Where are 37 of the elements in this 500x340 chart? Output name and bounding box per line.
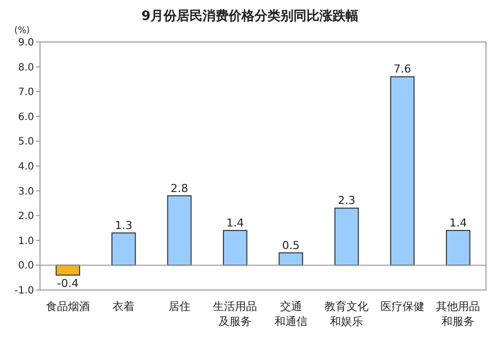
- y-tick-label: 3.0: [18, 186, 34, 198]
- y-tick-label: 4.0: [18, 162, 34, 172]
- x-tick-label: 交通和通信: [274, 300, 308, 328]
- data-label: 1.4: [226, 216, 244, 230]
- bar: [222, 230, 248, 266]
- y-tick-label: -1.0: [14, 286, 34, 296]
- data-label: 2.8: [170, 182, 188, 195]
- bar: [56, 264, 80, 276]
- bar: [446, 230, 470, 266]
- y-tick-label: 6.0: [18, 112, 34, 123]
- y-tick-label: 2.0: [18, 211, 34, 222]
- y-tick-label: 9.0: [18, 38, 34, 48]
- chart-title: 9月份居民消费价格分类别同比涨跌幅: [141, 9, 359, 24]
- y-axis-title: (%): [14, 26, 30, 36]
- x-tick-label: 食品烟酒: [46, 300, 90, 313]
- y-tick-label: 5.0: [18, 136, 34, 148]
- y-tick-label: 8.0: [18, 62, 34, 74]
- x-tick-label: 医疗保健: [380, 300, 424, 313]
- x-tick-label: 居住: [168, 300, 190, 313]
- x-tick-label: 生活用品及服务: [213, 300, 258, 328]
- data-label: 1.4: [449, 216, 467, 230]
- bar: [334, 208, 359, 266]
- y-tick-label: 0.0: [18, 260, 34, 272]
- data-label: 2.3: [338, 194, 356, 208]
- data-label: 7.6: [394, 62, 412, 76]
- bar: [278, 252, 304, 266]
- data-label: -0.4: [57, 277, 79, 290]
- data-label: 0.5: [282, 238, 300, 252]
- bar: [167, 195, 192, 266]
- x-tick-label: 教育文化和娱乐: [324, 300, 369, 328]
- bar: [390, 76, 415, 266]
- bar: [111, 232, 136, 266]
- y-tick-label: 1.0: [18, 236, 34, 247]
- x-tick-label: 衣着: [112, 300, 135, 313]
- y-tick-label: 7.0: [18, 87, 34, 98]
- x-tick-label: 其他用品和服务: [436, 300, 480, 328]
- data-label: 1.3: [114, 218, 132, 232]
